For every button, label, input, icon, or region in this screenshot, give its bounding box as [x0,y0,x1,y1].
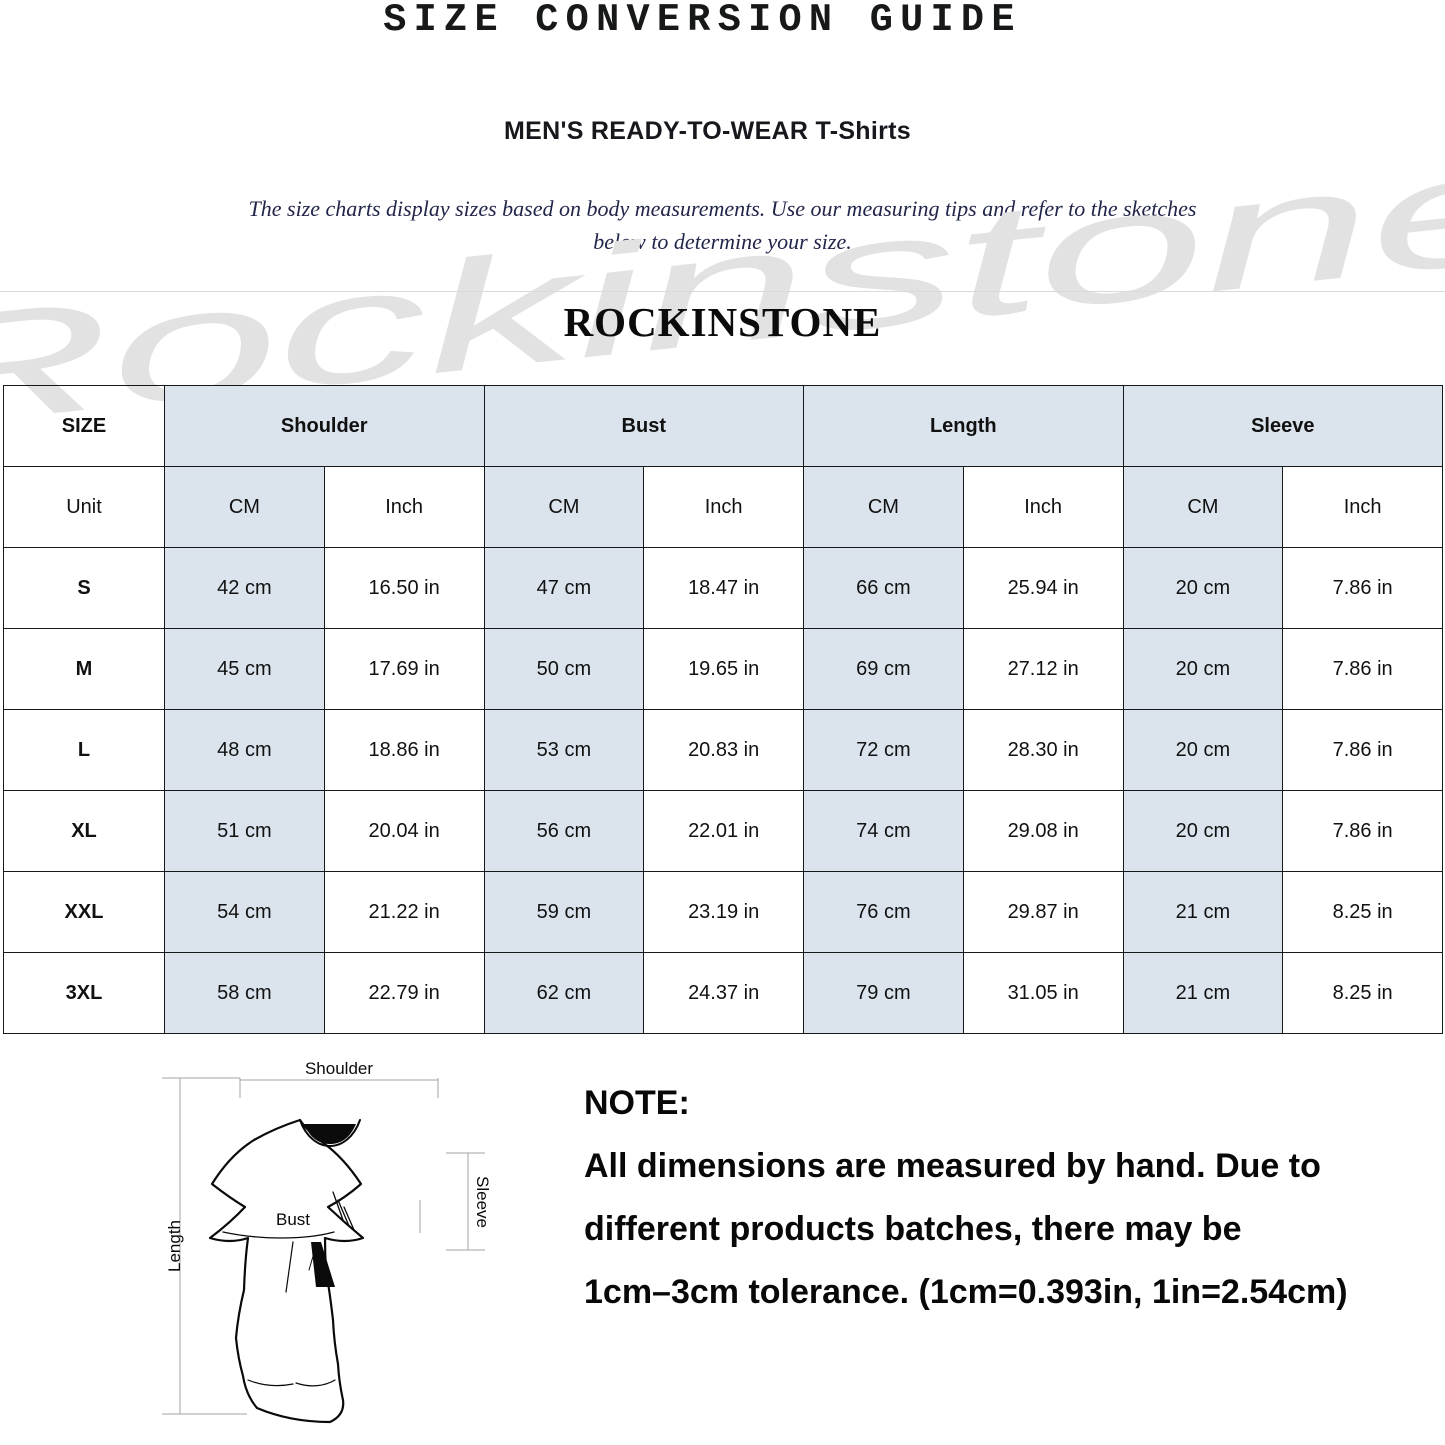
svg-text:Bust: Bust [276,1210,310,1229]
svg-text:Shoulder: Shoulder [305,1060,373,1078]
svg-text:Sleeve: Sleeve [473,1176,492,1228]
svg-text:Length: Length [165,1220,184,1272]
